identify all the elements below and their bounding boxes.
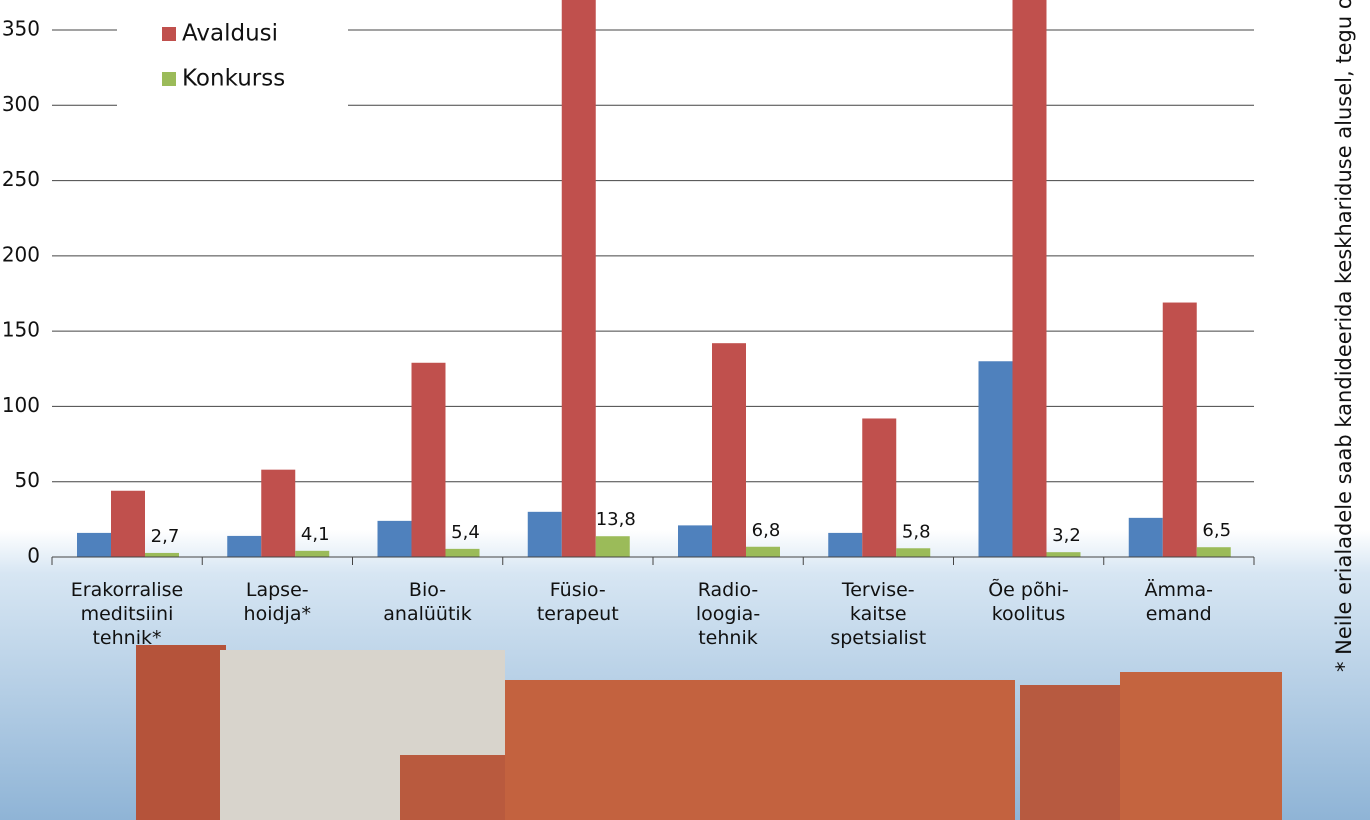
x-tick-label: Tervise- kaitse spetsialist xyxy=(830,579,927,649)
bar xyxy=(445,548,480,557)
data-label: 13,8 xyxy=(596,509,636,530)
bar xyxy=(896,548,931,557)
data-label: 2,7 xyxy=(151,526,180,547)
bar xyxy=(1046,552,1081,557)
bars xyxy=(77,0,1231,557)
bar xyxy=(111,490,145,557)
data-label: 5,4 xyxy=(451,522,480,543)
x-tick-label: Erakorralise meditsiini tehnik* xyxy=(70,579,184,649)
bar xyxy=(1012,0,1047,557)
bar xyxy=(1128,517,1163,557)
legend-box xyxy=(117,0,348,112)
x-tick-label: Õe põhi- koolitus xyxy=(988,579,1069,625)
legend-label: Avaldusi xyxy=(182,21,278,47)
data-label: 4,1 xyxy=(301,524,330,545)
bar xyxy=(261,469,296,557)
bar xyxy=(712,343,746,557)
bar xyxy=(227,535,262,557)
bar xyxy=(678,525,712,557)
bar xyxy=(377,520,412,557)
legend-swatch xyxy=(162,27,176,41)
bar xyxy=(561,0,596,557)
bar xyxy=(295,550,330,557)
footnote: * Neile erialadele saab kandideerida kes… xyxy=(1332,0,1356,672)
data-label: 6,5 xyxy=(1202,520,1231,541)
data-label: 6,8 xyxy=(752,520,781,541)
bar xyxy=(145,552,179,557)
x-tick-label: Ämma- emand xyxy=(1144,579,1213,625)
bar xyxy=(862,418,897,557)
y-tick-label: 100 xyxy=(2,393,40,417)
bar xyxy=(978,361,1013,557)
bar xyxy=(746,546,780,557)
x-tick-label: Bio- analüütik xyxy=(383,579,472,625)
y-tick-label: 250 xyxy=(2,167,40,191)
y-tick-label: 350 xyxy=(2,17,40,41)
y-tick-label: 300 xyxy=(2,92,40,116)
y-tick-label: 0 xyxy=(27,544,40,568)
legend-label: Konkurss xyxy=(182,66,285,92)
data-label: 3,2 xyxy=(1052,525,1081,546)
data-label: 5,8 xyxy=(902,521,931,542)
foreground: 0 50 100 150 200 250 300 350 2,7 4,1 5,4 13,8 6,8 5,8… xyxy=(2,17,1255,568)
bar xyxy=(1162,302,1197,557)
x-tick-label: Radio- loogia- tehnik xyxy=(695,579,761,649)
y-tick-label: 50 xyxy=(15,468,40,492)
bar xyxy=(411,362,446,557)
photo-background xyxy=(0,530,1370,820)
bar xyxy=(595,536,630,557)
bar xyxy=(828,532,863,557)
x-tick-label: Füsio- terapeut xyxy=(536,579,619,625)
y-tick-label: 150 xyxy=(2,318,40,342)
x-tick-label: Lapse- hoidja* xyxy=(243,579,311,625)
bar xyxy=(527,511,562,557)
y-tick-label: 200 xyxy=(2,242,40,266)
bar xyxy=(1196,547,1231,557)
legend-swatch xyxy=(162,72,176,86)
bar xyxy=(77,532,111,557)
